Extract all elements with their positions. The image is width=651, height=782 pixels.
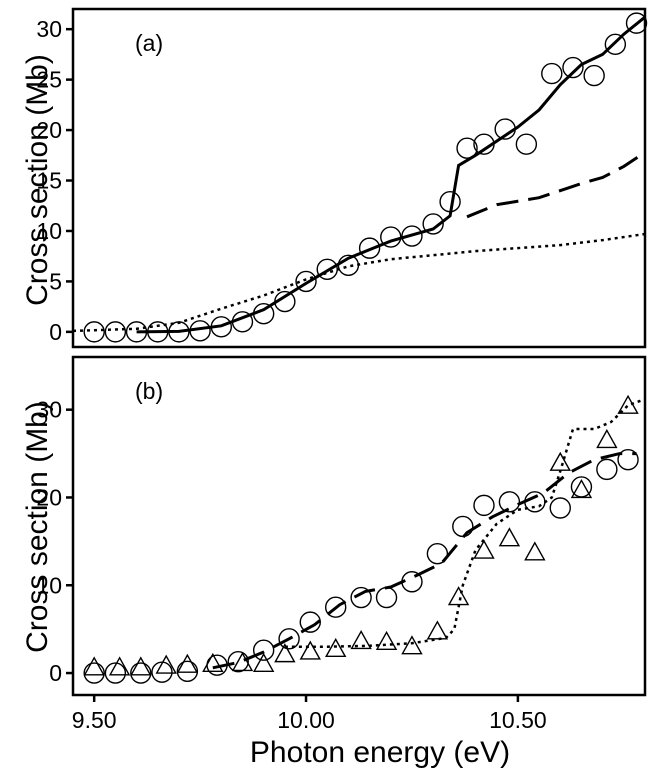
panel-a-dashed-line	[466, 151, 646, 219]
panel-b-triangle-point	[108, 656, 131, 676]
panel-b-y-tick-label: 0	[49, 660, 62, 686]
panel-b-triangle-point	[274, 643, 296, 663]
panel-a-circle-point	[541, 62, 563, 85]
panel-a-solid-line	[136, 15, 646, 334]
panel-b-circle-point	[151, 661, 173, 683]
panel-a: 0 5 10 15 20 25 30 (a) Cross section (Mb)	[21, 7, 648, 349]
panel-a-frame	[71, 7, 647, 349]
panel-b-circle-point	[176, 660, 199, 682]
panel-b-triangle-point	[596, 428, 618, 449]
panel-b-y-tick-label: 20	[36, 484, 62, 510]
panel-b-y-tick-label: 30	[36, 397, 62, 423]
panel-a-y-tick-label: 20	[36, 117, 62, 143]
panel-b-triangle-point	[350, 630, 372, 650]
panel-b-circle-point	[549, 497, 571, 519]
panel-a-y-ticks: 0 5 10 15 20 25 30	[36, 16, 73, 345]
x-tick-label: 10.00	[277, 707, 335, 733]
panel-a-circle-point	[604, 33, 627, 56]
panel-b-triangle-point	[325, 637, 347, 658]
panel-a-circle-point	[358, 237, 381, 259]
x-axis-title: Photon energy (eV)	[250, 736, 510, 769]
panel-b-triangle-point	[401, 635, 423, 655]
panel-a-circle-point	[295, 270, 317, 293]
panel-b-triangle-point	[299, 640, 321, 660]
panel-a-y-axis-title: Cross section (Mb)	[21, 54, 54, 306]
panel-b-y-axis-title: Cross section (Mb)	[21, 401, 54, 653]
panel-b-circle-point	[350, 586, 372, 609]
panel-b-triangle-point	[252, 652, 275, 672]
panel-b-circle-point	[375, 586, 398, 609]
panel-b-triangle-point	[375, 630, 398, 651]
panel-b-circle-point	[324, 596, 347, 618]
panel-a-circle-point	[104, 321, 127, 343]
panel-b-circle-point	[83, 662, 105, 684]
panel-b-triangle-point	[202, 652, 224, 672]
panel-b-triangle-point	[570, 479, 593, 499]
panel-b-triangle-point	[426, 620, 449, 640]
panel-b-dashed-line	[212, 452, 637, 670]
panel-b-triangle-point	[176, 653, 199, 673]
panel-b-triangle-point	[549, 451, 571, 471]
panel-b-triangle-point	[473, 539, 495, 559]
panel-b-circle-point	[299, 611, 321, 633]
panel-a-circle-point	[456, 137, 478, 159]
panel-b-circle-point	[617, 449, 639, 471]
panel-a-circle-point	[562, 56, 584, 79]
panel-b-circle-point	[473, 494, 495, 517]
panel-b: 0 10 20 30 9.50 10.00 10.50 (b) Cross section …	[21, 355, 647, 769]
panel-b-y-tick-label: 10	[36, 572, 62, 598]
x-tick-label: 9.50	[72, 707, 117, 733]
panel-b-circle-point	[498, 491, 521, 513]
panel-b-dotted-line	[284, 397, 646, 648]
panel-b-frame	[71, 355, 647, 697]
panel-a-circle-point	[83, 321, 105, 343]
panel-a-marks	[72, 12, 648, 343]
panel-b-triangle-point	[524, 541, 546, 561]
panel-b-ticks: 0 10 20 30 9.50 10.00 10.50	[36, 397, 546, 733]
panel-b-triangle-point	[447, 586, 470, 606]
panel-a-y-tick-label: 25	[36, 67, 62, 93]
panel-b-label: (b)	[135, 378, 163, 404]
panel-b-circle-point	[227, 650, 249, 673]
panel-a-y-tick-label: 10	[36, 218, 62, 244]
panel-b-circle-point	[252, 639, 275, 661]
panel-b-triangle-point	[130, 656, 152, 676]
panel-a-circle-point	[625, 12, 648, 34]
panel-a-y-tick-label: 15	[36, 168, 62, 194]
panel-a-circle-point	[583, 64, 605, 87]
panel-a-label: (a)	[135, 30, 163, 56]
panel-a-circle-point	[401, 225, 423, 247]
panel-b-triangle-point	[498, 527, 521, 547]
panel-a-dotted-line	[72, 232, 646, 333]
panel-b-triangle-point	[83, 656, 105, 676]
panel-b-triangle-point	[231, 651, 254, 672]
panel-a-y-tick-label: 0	[49, 319, 62, 345]
panel-b-circle-point	[278, 628, 300, 650]
panel-a-y-tick-label: 5	[49, 268, 62, 294]
panel-b-circle-point	[426, 542, 449, 565]
panel-a-circle-point	[515, 133, 538, 155]
panel-b-circle-point	[596, 458, 618, 481]
x-tick-label: 10.50	[489, 707, 547, 733]
panel-a-circle-point	[422, 213, 444, 235]
panel-a-y-tick-label: 30	[36, 16, 62, 42]
panel-b-circle-point	[104, 662, 127, 684]
panel-b-marks	[83, 394, 646, 684]
panel-b-circle-point	[452, 515, 474, 538]
panel-b-triangle-point	[155, 654, 177, 674]
panel-b-circle-point	[130, 662, 152, 684]
